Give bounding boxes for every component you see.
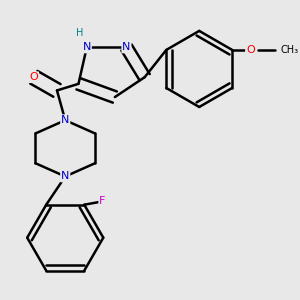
Text: F: F	[99, 196, 106, 206]
Text: O: O	[29, 72, 38, 82]
Text: N: N	[82, 42, 91, 52]
Text: N: N	[61, 115, 69, 125]
Text: H: H	[76, 28, 84, 38]
Text: N: N	[122, 42, 130, 52]
Text: CH₃: CH₃	[281, 45, 299, 55]
Text: O: O	[246, 45, 255, 55]
Text: N: N	[61, 172, 69, 182]
